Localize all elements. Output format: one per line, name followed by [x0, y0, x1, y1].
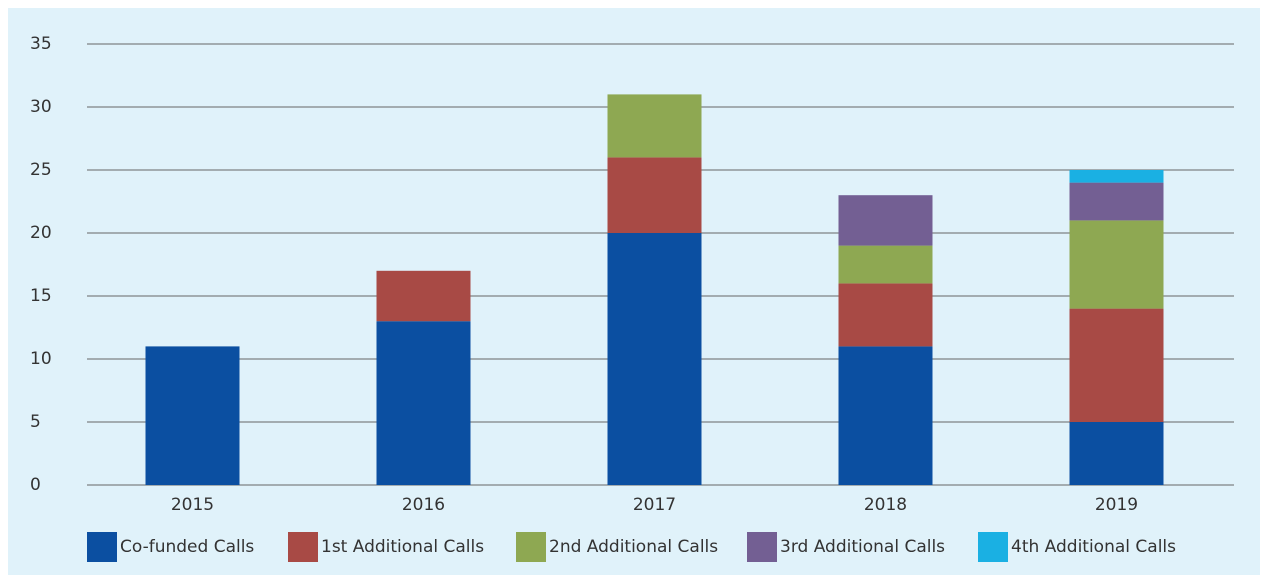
x-tick-label: 2019 [1095, 495, 1138, 515]
bar-segment [1069, 182, 1164, 221]
bar-segment [145, 346, 240, 485]
bar-segment [838, 195, 933, 246]
y-tick-label: 35 [30, 34, 52, 54]
bar-segment [1069, 422, 1164, 485]
x-tick-label: 2017 [633, 495, 676, 515]
bar-segment [838, 283, 933, 347]
x-tick-label: 2015 [171, 495, 214, 515]
legend-label: 3rd Additional Calls [780, 537, 945, 557]
x-tick-label: 2018 [864, 495, 907, 515]
bar-segment [607, 157, 702, 233]
bar-segment [607, 233, 702, 485]
y-tick-label: 0 [30, 475, 41, 495]
legend-swatch [288, 532, 318, 562]
bar-segment [1069, 308, 1164, 422]
y-tick-label: 25 [30, 160, 52, 180]
bar-segment [376, 321, 471, 485]
y-tick-label: 10 [30, 349, 52, 369]
legend-label: Co-funded Calls [120, 537, 254, 557]
bar-segment [607, 94, 702, 158]
legend-swatch [87, 532, 117, 562]
bar-segment [376, 270, 471, 322]
legend-swatch [747, 532, 777, 562]
bar-segment [838, 346, 933, 485]
bar-segment [838, 245, 933, 284]
legend-swatch [978, 532, 1008, 562]
y-tick-label: 5 [30, 412, 41, 432]
legend-label: 2nd Additional Calls [549, 537, 718, 557]
bar-segment [1069, 220, 1164, 309]
legend-swatch [516, 532, 546, 562]
y-tick-label: 15 [30, 286, 52, 306]
legend-label: 4th Additional Calls [1011, 537, 1176, 557]
y-tick-label: 30 [30, 97, 52, 117]
bar-segment [1069, 170, 1164, 183]
y-tick-label: 20 [30, 223, 52, 243]
x-tick-label: 2016 [402, 495, 445, 515]
legend-label: 1st Additional Calls [321, 537, 484, 557]
